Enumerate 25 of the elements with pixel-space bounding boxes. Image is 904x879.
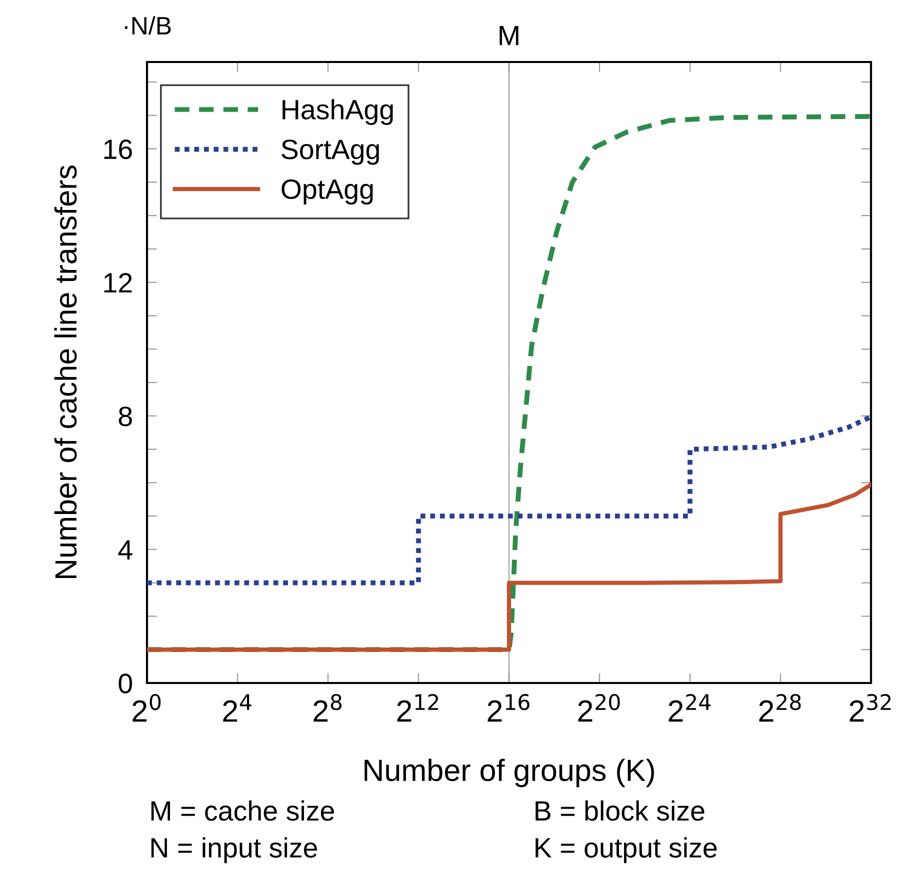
y-tick-label: 0 — [118, 674, 132, 694]
x-tick-label: 2$^{20}$ — [578, 694, 620, 722]
y-tick-label: 12 — [104, 273, 132, 292]
text: K = output size — [536, 837, 717, 864]
x-tick-label: 2$^{0}$ — [132, 694, 161, 722]
text: M = cache size — [151, 800, 334, 821]
x-tick-label: 2$^{12}$ — [397, 694, 438, 722]
x-axis-title: Number of groups (K) — [364, 758, 654, 788]
y-tick-label: 8 — [118, 406, 132, 426]
x-tick-label: 2$^{32}$ — [850, 694, 891, 722]
y-tick-label: 4 — [118, 540, 132, 560]
legend-label: HashAgg — [282, 99, 393, 125]
text: B = block size — [536, 800, 704, 821]
y-tick-label: 16 — [104, 139, 132, 160]
legend-label: OptAgg — [282, 179, 373, 205]
text: ·N/B — [125, 16, 171, 35]
x-tick-label: 2$^{4}$ — [223, 694, 252, 722]
text: N = input size — [151, 837, 317, 864]
x-tick-label: 2$^{28}$ — [759, 694, 801, 722]
legend-label: SortAgg — [282, 140, 379, 165]
y-axis-title: Number of cache line transfers — [54, 166, 77, 578]
x-tick-label: 2$^{16}$ — [488, 694, 530, 722]
ref-line-label: M — [500, 26, 518, 46]
x-tick-label: 2$^{8}$ — [314, 694, 342, 722]
x-tick-label: 2$^{24}$ — [668, 694, 711, 722]
